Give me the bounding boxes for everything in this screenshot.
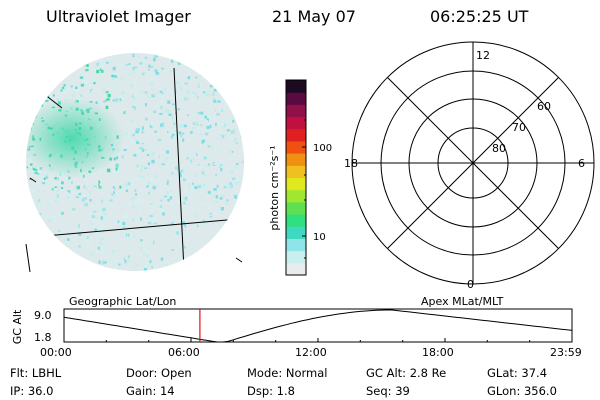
filter-readout: Flt: LBHL xyxy=(10,366,62,380)
overlay-line xyxy=(25,243,31,273)
mlt-label-6: 6 xyxy=(578,157,585,170)
x-tick-label: 18:00 xyxy=(422,346,454,359)
lat-label-60: 60 xyxy=(537,100,551,113)
colorbar-tick-label: 100 xyxy=(313,143,332,154)
overlay-line xyxy=(235,257,243,263)
colorbar-segment xyxy=(286,226,306,239)
x-ticks xyxy=(63,338,573,342)
colorbar-segment xyxy=(286,116,306,130)
altitude-plot xyxy=(63,308,573,343)
x-tick-label: 00:00 xyxy=(40,346,72,359)
colorbar-segment xyxy=(286,92,306,105)
x-tick-label: 23:59 xyxy=(550,346,582,359)
polar-grid xyxy=(351,41,595,285)
x-tick-label: 12:00 xyxy=(295,346,327,359)
y-tick-label: 1.8 xyxy=(34,331,52,344)
colorbar-tick-label: 10 xyxy=(313,232,326,243)
y-tick-label: 9.0 xyxy=(34,309,52,322)
colorbar-unit-label: photon cm⁻²s⁻¹ xyxy=(268,145,281,230)
door-readout: Door: Open xyxy=(126,366,192,380)
gc-alt-readout: GC Alt: 2.8 Re xyxy=(366,366,447,380)
plot-caption-right: Apex MLat/MLT xyxy=(421,295,504,308)
colorbar-frame xyxy=(285,79,307,276)
colorbar-segment xyxy=(286,104,306,118)
overlay-line xyxy=(26,217,244,239)
mlt-label-0: 0 xyxy=(467,278,474,291)
colorbar-segment xyxy=(286,201,306,215)
seq-readout: Seq: 39 xyxy=(366,384,410,398)
colorbar-segment xyxy=(286,214,306,227)
colorbar-segment xyxy=(286,177,306,191)
overlay-line xyxy=(29,177,37,183)
gain-readout: Gain: 14 xyxy=(126,384,175,398)
instrument-title: Ultraviolet Imager xyxy=(46,7,191,26)
colorbar-segment xyxy=(286,153,306,166)
uv-image xyxy=(25,53,244,273)
ip-readout: IP: 36.0 xyxy=(10,384,54,398)
colorbar-segment xyxy=(286,250,306,264)
overlay-line xyxy=(227,101,239,109)
colorbar-segment xyxy=(286,165,306,178)
mode-readout: Mode: Normal xyxy=(247,366,328,380)
colorbar-segment xyxy=(286,80,306,93)
colorbar-segment xyxy=(286,140,306,154)
time-label: 06:25:25 UT xyxy=(430,7,529,26)
colorbar-segments xyxy=(286,80,306,276)
plot-caption-left: Geographic Lat/Lon xyxy=(69,295,176,308)
mlt-label-12: 12 xyxy=(476,49,490,62)
lat-label-70: 70 xyxy=(512,121,526,134)
polar-spoke xyxy=(387,77,559,249)
colorbar-segment xyxy=(286,128,306,142)
colorbar-segment xyxy=(286,189,306,203)
glat-readout: GLat: 37.4 xyxy=(487,366,548,380)
y-axis-label: GC Alt xyxy=(11,309,24,344)
lat-label-80: 80 xyxy=(492,142,506,155)
overlay-line xyxy=(173,67,185,271)
colorbar-segment xyxy=(286,262,306,276)
glon-readout: GLon: 356.0 xyxy=(487,384,557,398)
colorbar: 100 10 photon cm⁻²s⁻¹ xyxy=(268,79,332,276)
colorbar-segment xyxy=(286,238,306,252)
auroral-glow xyxy=(26,98,124,178)
dsp-readout: Dsp: 1.8 xyxy=(247,384,295,398)
altitude-curve xyxy=(63,309,573,343)
x-tick-label: 06:00 xyxy=(168,346,200,359)
date-label: 21 May 07 xyxy=(272,7,356,26)
mlt-label-18: 18 xyxy=(344,157,358,170)
plot-frame xyxy=(63,308,573,343)
